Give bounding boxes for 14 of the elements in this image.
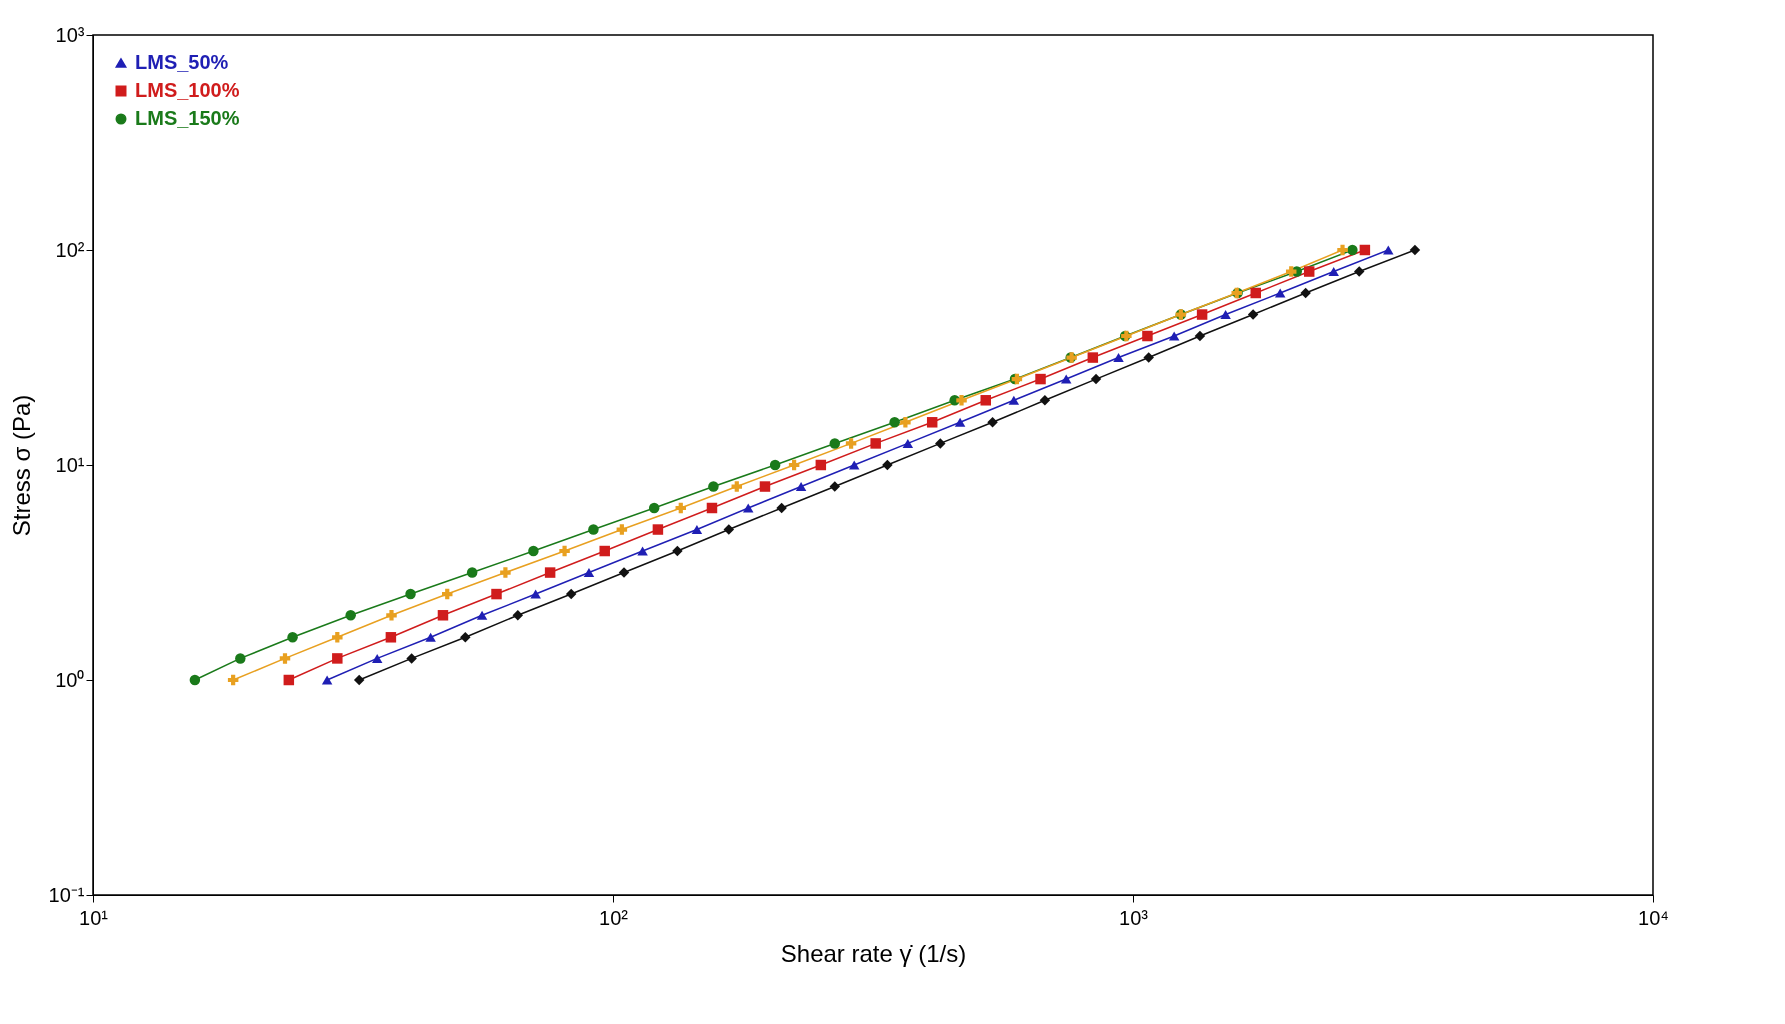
x-axis-title: Shear rate γ̇ (1/s) <box>780 939 967 967</box>
x-tick-label: 10¹ <box>79 906 109 929</box>
legend-label: LMS_100% <box>135 79 240 101</box>
y-tick-label: 10⁻¹ <box>48 883 85 906</box>
x-tick-label: 10² <box>599 906 629 929</box>
y-tick-label: 10² <box>55 238 85 261</box>
legend-label: LMS_150% <box>135 107 240 129</box>
x-tick-label: 10⁴ <box>1638 906 1669 929</box>
x-tick-label: 10³ <box>1119 906 1149 929</box>
y-tick-label: 10¹ <box>55 453 85 476</box>
y-tick-label: 10³ <box>55 23 85 46</box>
y-tick-label: 10⁰ <box>55 668 85 691</box>
legend-label: LMS_50% <box>135 51 229 73</box>
y-axis-title: Stress σ (Pa) <box>7 394 35 537</box>
